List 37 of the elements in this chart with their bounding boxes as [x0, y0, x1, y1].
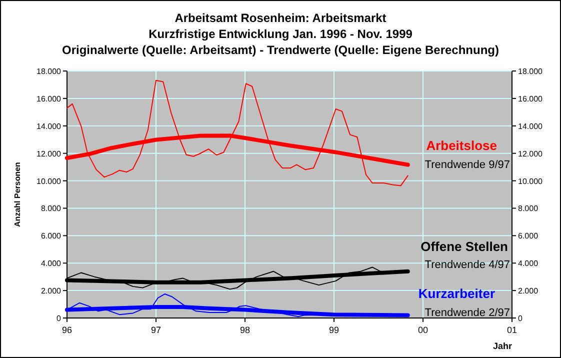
y2-tick-label: 14.000 — [518, 122, 544, 131]
chart-title: Arbeitsamt Rosenheim: Arbeitsmarkt — [174, 11, 386, 25]
y-axis-title: Anzahl Personen — [13, 162, 22, 227]
y2-tick-label: 6.000 — [518, 232, 539, 241]
y2-tick-label: 12.000 — [518, 149, 544, 158]
y2-tick-label: 8.000 — [518, 204, 539, 214]
series-label: Offene Stellen — [420, 239, 508, 254]
x-tick-label: 99 — [328, 325, 340, 335]
y-tick-label: 10.000 — [36, 176, 62, 186]
annotation: Trendwende 2/97 — [424, 307, 510, 319]
y-tick-label: 8.000 — [40, 204, 62, 214]
y-tick-label: 6.000 — [40, 232, 62, 241]
y2-tick-label: 2.000 — [518, 286, 539, 296]
text: Originalwerte (Quelle: Arbeitsamt) - Trendwerte (Quelle: Eigene Berechnung) — [62, 43, 499, 57]
y-tick-label: 18.000 — [36, 67, 62, 76]
y2-tick-label: 4.000 — [518, 259, 539, 268]
series-label: Kurzarbeiter — [418, 286, 495, 301]
x-tick-label: 96 — [62, 325, 72, 335]
y2-tick-label: 10.000 — [518, 176, 544, 186]
y-tick-label: 4.000 — [40, 259, 62, 268]
series-label: Arbeitslose — [426, 138, 497, 153]
annotation: Trendwende 4/97 — [424, 259, 510, 271]
x-tick-label: 01 — [506, 325, 518, 335]
y-tick-label: 2.000 — [40, 286, 62, 296]
y2-tick-label: 16.000 — [518, 94, 544, 104]
y-tick-label: 12.000 — [36, 149, 62, 158]
y-tick-label: 0 — [56, 314, 62, 323]
chart-subtitle: Kurzfristige Entwicklung Jan. 1996 - Nov. 1999 — [148, 27, 413, 41]
x-tick-label: 98 — [240, 325, 250, 335]
y2-tick-label: 18.000 — [518, 67, 544, 76]
x-tick-label: 00 — [418, 325, 428, 335]
y-tick-label: 16.000 — [36, 94, 62, 104]
y2-tick-label: 0 — [518, 314, 523, 323]
x-tick-label: 97 — [150, 325, 162, 335]
x-axis-title: Jahr — [492, 341, 512, 351]
y-tick-label: 14.000 — [36, 122, 62, 131]
annotation: Trendwende 9/97 — [424, 159, 510, 171]
